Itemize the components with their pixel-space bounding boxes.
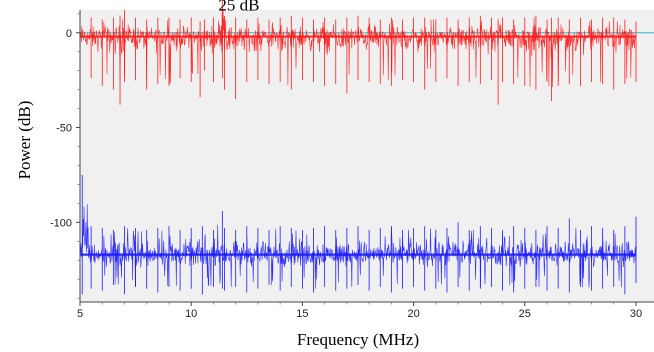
x-tick-label: 30: [630, 308, 642, 320]
peak-annotation: 25 dB: [218, 0, 259, 14]
series-1: [79, 0, 637, 105]
tick-layer: 5 10 15 20 25 30 0 -50 -100: [50, 13, 642, 320]
y-tick-label: -100: [50, 217, 72, 229]
x-tick-label: 20: [407, 308, 419, 320]
series-2: [79, 174, 637, 295]
y-tick-label: 0: [66, 28, 72, 40]
x-tick-label: 25: [519, 308, 531, 320]
x-axis-title: Frequency (MHz): [297, 330, 419, 349]
series-layer: [79, 0, 637, 295]
y-axis-title: Power (dB): [15, 101, 34, 180]
x-tick-label: 10: [185, 308, 197, 320]
y-tick-label: -50: [56, 123, 72, 135]
x-tick-label: 15: [296, 308, 308, 320]
x-tick-label: 5: [77, 308, 83, 320]
axis-layer: [79, 10, 654, 303]
